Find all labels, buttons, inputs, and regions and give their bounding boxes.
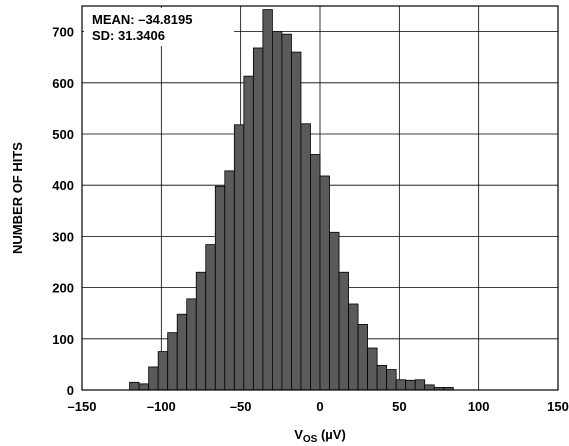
mean-annotation: MEAN: –34.8195 (92, 12, 192, 27)
x-axis-title-subscript: OS (303, 434, 318, 445)
y-tick-label: 0 (67, 383, 74, 398)
histogram-bar (129, 381, 140, 391)
x-tick-label: 100 (468, 399, 490, 414)
histogram-bar (195, 271, 207, 391)
plot-frame (81, 5, 559, 391)
histogram-bar (214, 185, 226, 391)
y-axis-title: NUMBER OF HITS (10, 142, 25, 254)
histogram-bar (367, 347, 378, 391)
histogram-bar (386, 369, 397, 391)
histogram-bar (395, 379, 407, 391)
y-tick-label: 500 (52, 127, 74, 142)
histogram-bar (224, 170, 235, 391)
x-tick-labels: –150 –100 –50 0 50 100 150 (68, 399, 569, 414)
histogram-bar (167, 332, 178, 391)
stats-box (84, 8, 234, 46)
grid (81, 6, 559, 391)
y-tick-label: 200 (52, 281, 74, 296)
histogram-bar (148, 366, 159, 391)
histogram-bar (310, 154, 321, 391)
y-tick-labels: 0 100 200 300 400 500 600 700 (52, 25, 74, 398)
histogram-bar (252, 47, 264, 391)
y-tick-label: 700 (52, 25, 74, 40)
histogram-bar (281, 33, 292, 391)
histogram-bar (424, 384, 435, 391)
histogram-bar (300, 123, 311, 391)
histogram-bar (138, 383, 150, 391)
histogram-bar (319, 175, 330, 391)
histogram-bar (291, 51, 302, 391)
sd-annotation: SD: 31.3406 (92, 28, 165, 43)
histogram-bar (348, 303, 359, 391)
x-tick-label: 150 (547, 399, 569, 414)
y-tick-label: 300 (52, 229, 74, 244)
bars (129, 9, 454, 391)
x-axis-title: VOS (µV) (294, 427, 346, 445)
x-axis-title-unit: (µV) (317, 427, 345, 442)
histogram-bar (357, 324, 368, 391)
histogram-bar (405, 379, 416, 391)
histogram-bar (271, 31, 283, 391)
histogram-bar (176, 313, 188, 391)
histogram-bar (376, 365, 388, 391)
x-tick-label: 0 (316, 399, 323, 414)
x-tick-label: –100 (147, 399, 176, 414)
y-tick-label: 400 (52, 178, 74, 193)
histogram-bar (414, 379, 426, 391)
x-tick-label: 50 (392, 399, 406, 414)
x-tick-label: –150 (68, 399, 97, 414)
y-tick-label: 100 (52, 332, 74, 347)
x-tick-label: –50 (230, 399, 252, 414)
histogram-bar (243, 75, 254, 391)
histogram-bar (338, 271, 349, 391)
histogram-bar (157, 351, 169, 391)
histogram-bar (329, 231, 340, 391)
x-axis-title-main: V (294, 427, 303, 442)
histogram-bar (262, 9, 273, 391)
histogram-bar (205, 244, 216, 391)
histogram-bar (233, 124, 245, 391)
y-tick-label: 600 (52, 76, 74, 91)
histogram-bar (186, 298, 197, 391)
